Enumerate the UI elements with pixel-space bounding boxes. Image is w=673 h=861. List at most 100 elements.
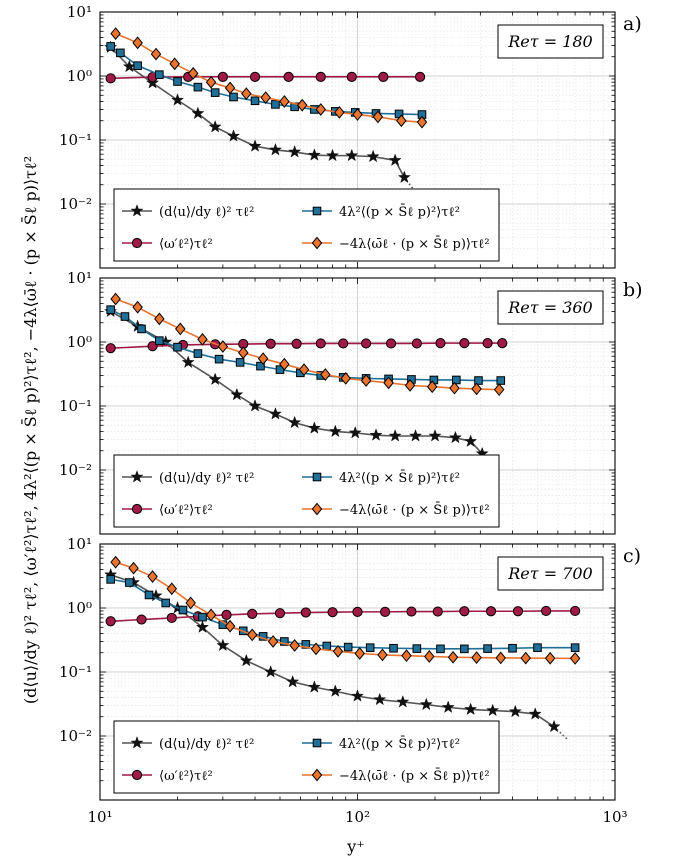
data-point-mean (307, 421, 321, 434)
legend-label-vs: −4λ⟨ω̄ℓ · (p × S̄ℓ p)⟩τℓ² (339, 768, 490, 784)
data-point-sp (198, 612, 207, 622)
y-tick-label: 10¹ (67, 3, 92, 21)
data-point-omega (380, 606, 391, 617)
series-vs (110, 27, 428, 129)
data-point-omega (459, 338, 470, 349)
data-point-omega (459, 606, 470, 617)
data-point-mean (448, 430, 463, 444)
axes-frame (99, 543, 616, 801)
y-axis-title: (d⟨u⟩/dy ℓ)² τℓ², ⟨ω′ℓ²⟩τℓ², 4λ²⟨(p × S̄… (19, 156, 40, 704)
data-point-omega (105, 616, 116, 627)
y-tick-label: 10⁻² (59, 461, 92, 479)
data-point-sp (389, 643, 398, 653)
data-point-mean (216, 638, 230, 652)
legend-label-omega: ⟨ω′ℓ²⟩τℓ² (159, 769, 213, 784)
data-point-vs (372, 110, 384, 124)
data-point-vs (340, 372, 351, 385)
data-point-sp (460, 644, 469, 654)
data-point-mean (286, 674, 300, 688)
data-point-omega (485, 606, 497, 617)
data-point-vs (147, 570, 158, 583)
series-line-mean (110, 46, 406, 178)
series-line-omega (110, 342, 503, 349)
data-point-mean (428, 429, 442, 442)
legend-label-omega: ⟨ω′ℓ²⟩τℓ² (159, 237, 213, 252)
data-point-vs (128, 561, 139, 575)
data-point-mean (268, 407, 283, 420)
panel-letter: b) (623, 279, 643, 301)
series-omega (105, 605, 581, 627)
re-label-box (497, 556, 604, 591)
series-mean (104, 40, 415, 190)
data-point-sp (343, 642, 353, 652)
data-point-vs (377, 648, 388, 662)
data-point-mean (396, 695, 410, 708)
data-point-omega (291, 338, 302, 349)
data-point-omega (105, 343, 116, 354)
data-point-vs (315, 103, 327, 116)
legend-marker-omega (131, 503, 143, 515)
panel-3: 10⁻² 10⁻¹ 10⁰ 10¹ Reτ = 700 c) (d⟨u⟩/dy ℓ)² τℓ… (59, 535, 641, 801)
panel-2: 10⁻² 10⁻¹ 10⁰ 10¹ Reτ = 360 b) (d⟨u⟩/dy ℓ)² τℓ… (59, 269, 643, 535)
legend-marker-mean (130, 204, 144, 217)
data-point-vs (150, 47, 162, 61)
data-point-omega (265, 338, 276, 349)
data-point-mean (208, 119, 222, 133)
data-point-omega (315, 338, 326, 349)
legend-marker-omega (131, 237, 143, 249)
re-label-box (497, 290, 604, 325)
legend-marker-omega (131, 769, 143, 781)
re-label: Reτ = 700 (497, 556, 604, 591)
data-point-vs (360, 374, 372, 387)
chart-panels: 10⁻² 10⁻¹ 10⁰ 10¹ Reτ = 180 a) (d⟨u⟩/dy ℓ)² τℓ… (59, 3, 643, 826)
data-point-mean (288, 145, 302, 158)
data-point-sp (161, 598, 171, 608)
data-point-vs (132, 300, 143, 314)
y-tick-label: 10¹ (67, 269, 92, 287)
data-point-mean (328, 424, 342, 438)
y-tick-label: 10⁻² (59, 727, 92, 745)
data-point-sp (155, 70, 164, 79)
data-point-vs (246, 628, 258, 642)
data-point-vs (296, 98, 308, 112)
axes-frame (99, 277, 616, 535)
data-point-vs (175, 322, 186, 336)
data-point-mean (408, 429, 423, 442)
data-point-sp (125, 578, 134, 587)
data-point-omega (247, 608, 258, 619)
data-point-omega (283, 71, 294, 82)
data-point-sp (106, 305, 115, 314)
data-point-mean (373, 692, 387, 706)
legend-box (113, 188, 500, 262)
data-point-mean (397, 170, 411, 184)
data-point-vs (224, 619, 236, 633)
data-point-vs (224, 81, 236, 95)
data-point-sp (250, 96, 260, 106)
panel-letter: c) (623, 545, 641, 567)
data-point-sp (116, 48, 125, 58)
data-point-vs (205, 608, 217, 622)
data-point-vs (569, 652, 581, 665)
data-point-omega (166, 612, 177, 624)
data-point-sp (144, 590, 154, 600)
data-point-omega (385, 338, 397, 349)
legend-label-sp: 4λ²⟨(p × S̄ℓ p)²⟩τℓ² (339, 470, 460, 486)
data-point-mean (348, 425, 362, 439)
data-point-omega (378, 71, 389, 82)
legend-label-mean: (d⟨u⟩/dy ℓ)² τℓ² (159, 737, 254, 752)
y-tick-label: 10⁻¹ (59, 131, 92, 149)
legend: (d⟨u⟩/dy ℓ)² τℓ² 4λ²⟨(p × S̄ℓ p)²⟩τℓ² ⟨ω′ℓ… (113, 720, 500, 794)
data-point-vs (217, 340, 229, 353)
y-tick-label: 10⁻¹ (59, 663, 92, 681)
series-vs (110, 555, 581, 665)
panel-1: 10⁻² 10⁻¹ 10⁰ 10¹ Reτ = 180 a) (d⟨u⟩/dy ℓ)² τℓ… (59, 3, 642, 269)
re-label-text: Reτ = 700 (507, 564, 592, 583)
data-point-vs (169, 57, 180, 71)
legend-box (113, 454, 500, 528)
data-point-mean (248, 399, 262, 412)
data-point-vs (154, 312, 165, 326)
y-tick-label: 10⁰ (67, 599, 92, 617)
x-tick-label: 10³ (602, 808, 627, 826)
data-point-omega (274, 608, 286, 619)
data-point-sp (106, 575, 115, 584)
